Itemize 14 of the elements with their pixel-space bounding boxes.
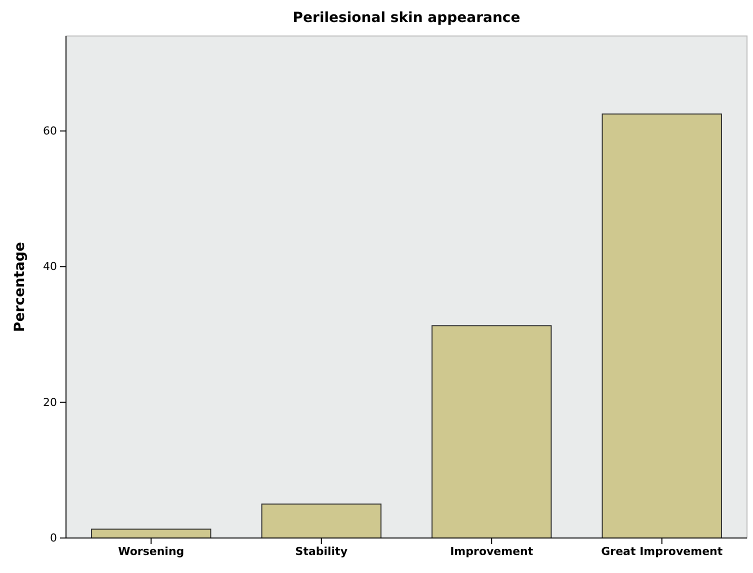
y-tick-label: 40	[43, 260, 57, 274]
y-tick-label: 20	[43, 396, 57, 409]
y-axis-title: Percentage	[12, 242, 28, 332]
y-tick-label: 0	[50, 532, 57, 545]
y-tick-label: 60	[43, 124, 57, 138]
x-tick-label: Improvement	[450, 544, 534, 558]
x-tick-label: Stability	[295, 544, 348, 558]
bar	[91, 528, 212, 538]
bar	[602, 114, 722, 538]
bar	[261, 504, 382, 538]
bar	[432, 325, 552, 538]
x-tick-label: Great Improvement	[601, 544, 723, 558]
chart-title: Perilesional skin appearance	[292, 10, 520, 26]
x-tick-label: Worsening	[118, 544, 184, 558]
